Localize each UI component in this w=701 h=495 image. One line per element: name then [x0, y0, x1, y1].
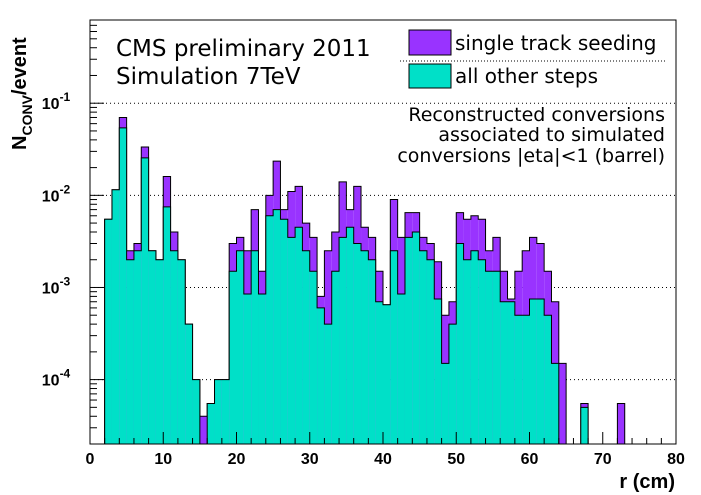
bar-all-other-steps-43: [404, 237, 413, 444]
bar-all-other-steps-40: [383, 304, 391, 444]
x-tick-label-30: 30: [301, 451, 319, 468]
bar-all-other-steps-45: [419, 250, 427, 444]
legend: single track seeding all other steps: [400, 29, 666, 89]
bar-all-other-steps-51: [463, 259, 471, 444]
bar-all-other-steps-29: [302, 250, 310, 444]
bar-all-other-steps-37: [361, 250, 369, 444]
bar-all-other-steps-59: [522, 315, 530, 444]
x-axis: 0 10 20 30 40 50 60 70 80: [86, 432, 685, 468]
bar-all-other-steps-25: [273, 209, 281, 444]
bar-all-other-steps-54: [485, 271, 493, 444]
bar-all-other-steps-2: [104, 219, 112, 444]
bar-all-other-steps-28: [295, 227, 303, 444]
outline-all-other-steps: [104, 127, 676, 445]
bar-all-other-steps-32: [324, 324, 332, 444]
bar-all-other-steps-9: [155, 259, 164, 444]
x-tick-label-0: 0: [86, 451, 95, 468]
bar-all-other-steps-67: [580, 407, 589, 444]
x-axis-label: r (cm): [619, 471, 675, 493]
bar-all-other-steps-26: [280, 219, 288, 444]
bar-all-other-steps-42: [397, 293, 405, 444]
bar-all-other-steps-4: [119, 127, 127, 445]
bar-all-other-steps-39: [375, 301, 383, 444]
bar-all-other-steps-52: [470, 250, 479, 444]
bar-all-other-steps-62: [544, 315, 552, 444]
legend-label-single-track-seeding: single track seeding: [455, 31, 656, 55]
note-line-2: associated to simulated: [438, 124, 665, 146]
y-axis: 10-4 10-3 10-2 10-1: [42, 19, 104, 445]
bar-all-other-steps-50: [456, 243, 464, 444]
bar-single-track-seeding-15: [199, 416, 208, 444]
bar-all-other-steps-11: [170, 250, 178, 444]
bar-all-other-steps-16: [207, 403, 215, 444]
bar-all-other-steps-57: [507, 301, 515, 444]
series-all-other-steps: [104, 127, 676, 445]
bar-all-other-steps-34: [339, 237, 347, 444]
bar-all-other-steps-20: [236, 250, 244, 444]
bar-all-other-steps-22: [251, 250, 259, 444]
bar-all-other-steps-12: [177, 259, 186, 444]
x-tick-label-40: 40: [374, 451, 392, 468]
bar-all-other-steps-30: [309, 271, 318, 444]
bar-all-other-steps-44: [412, 232, 420, 444]
bar-all-other-steps-7: [141, 157, 149, 444]
note-line-1: Reconstructed conversions: [408, 104, 665, 126]
gridlines: [90, 102, 676, 381]
bar-all-other-steps-24: [265, 215, 274, 444]
bar-all-other-steps-13: [185, 324, 193, 444]
x-tick-label-20: 20: [228, 451, 246, 468]
bar-all-other-steps-63: [551, 363, 559, 444]
bar-all-other-steps-5: [126, 259, 134, 444]
bar-single-track-seeding-64: [558, 363, 567, 444]
bar-all-other-steps-58: [514, 315, 523, 444]
bar-all-other-steps-14: [192, 379, 200, 444]
bar-all-other-steps-8: [148, 250, 156, 444]
bar-all-other-steps-10: [163, 206, 171, 444]
y-tick-label-3: 10-1: [42, 90, 71, 113]
bar-all-other-steps-49: [448, 324, 457, 444]
bar-all-other-steps-6: [133, 250, 142, 444]
bar-all-other-steps-47: [434, 298, 442, 444]
x-tick-label-60: 60: [521, 451, 539, 468]
bar-all-other-steps-31: [317, 307, 325, 444]
bar-all-other-steps-27: [287, 237, 296, 444]
bar-all-other-steps-3: [111, 189, 120, 444]
y-axis-label-sub: CONV: [19, 94, 35, 135]
bar-all-other-steps-55: [492, 271, 501, 444]
bar-all-other-steps-60: [529, 298, 537, 444]
bar-single-track-seeding-72: [617, 403, 625, 444]
y-tick-label-2: 10-2: [42, 182, 71, 205]
y-axis-label-rest: /event: [9, 37, 31, 95]
bar-all-other-steps-53: [478, 259, 486, 444]
bar-all-other-steps-61: [536, 298, 545, 444]
y-axis-label: NCONV/event: [9, 37, 35, 150]
bar-all-other-steps-35: [346, 227, 354, 444]
bar-all-other-steps-23: [258, 293, 266, 444]
x-tick-label-80: 80: [667, 451, 685, 468]
y-tick-label-0: 10-4: [42, 367, 71, 390]
header-line-2: Simulation 7TeV: [116, 64, 301, 90]
bar-all-other-steps-19: [229, 271, 237, 444]
bar-all-other-steps-56: [500, 301, 508, 444]
x-tick-label-10: 10: [154, 451, 172, 468]
y-axis-label-main: N: [9, 136, 31, 150]
y-tick-label-1: 10-3: [42, 274, 71, 297]
legend-swatch-all-other-steps: [408, 63, 452, 89]
bar-all-other-steps-41: [390, 250, 398, 444]
bar-all-other-steps-36: [353, 243, 362, 444]
note-line-3: conversions |eta|<1 (barrel): [397, 145, 665, 167]
bar-all-other-steps-18: [221, 379, 230, 444]
bar-all-other-steps-17: [214, 379, 222, 444]
legend-swatch-single-track-seeding: [408, 29, 452, 56]
legend-label-all-other-steps: all other steps: [455, 64, 598, 88]
bar-all-other-steps-21: [243, 293, 252, 444]
x-tick-label-70: 70: [594, 451, 612, 468]
bar-all-other-steps-46: [426, 259, 435, 444]
bar-all-other-steps-48: [441, 363, 449, 444]
x-tick-label-50: 50: [447, 451, 465, 468]
bar-all-other-steps-33: [331, 271, 340, 444]
header-line-1: CMS preliminary 2011: [116, 36, 371, 62]
bar-all-other-steps-38: [368, 259, 376, 444]
